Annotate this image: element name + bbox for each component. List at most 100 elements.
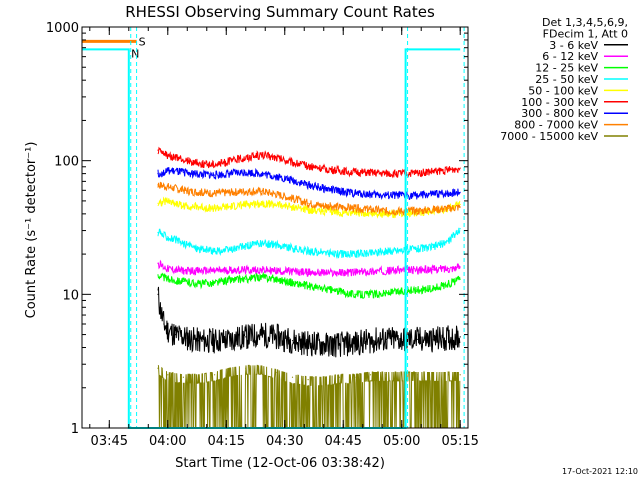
series-8-point-18	[416, 210, 418, 212]
legend-label-9: 7000 - 15000 keV	[500, 130, 598, 143]
series-3-point-14	[354, 293, 356, 295]
series-2-point-14	[354, 271, 356, 273]
series-9-point-15	[369, 374, 372, 376]
night-flag-label: N	[131, 47, 139, 60]
series-1-point-6	[186, 337, 188, 339]
series-4-point-15	[369, 252, 372, 254]
series-9-point-17	[401, 374, 403, 376]
series-9-point-19	[432, 374, 434, 376]
series-9-point-6	[229, 369, 231, 371]
series-3-point-18	[416, 289, 418, 291]
series-3-point-6	[229, 279, 231, 281]
series-1-point-16	[338, 344, 340, 346]
series-8-point-13	[338, 206, 340, 208]
series-1-point-10	[245, 336, 247, 338]
series-6-point-7	[237, 158, 239, 160]
series-7-point-11	[307, 184, 309, 186]
series-4-point-11	[307, 250, 309, 252]
legend-label-8: 800 - 7000 keV	[514, 119, 598, 132]
series-9-point-21	[459, 374, 461, 376]
series-1-point-1	[157, 293, 159, 295]
series-6-point-14	[338, 170, 340, 172]
series-4-point-17	[401, 249, 403, 251]
series-5-point-13	[338, 211, 340, 213]
series-8-point-2	[167, 186, 169, 188]
series-8-point-7	[245, 190, 247, 192]
series-5-point-2	[167, 200, 169, 202]
series-2-point-20	[447, 267, 450, 270]
x-tick-label-1: 03:45	[91, 434, 128, 449]
y-axis-label: Count Rate (s⁻¹ detector⁻¹)	[24, 142, 39, 319]
series-4-point-16	[385, 250, 387, 252]
legend-label-5: 50 - 100 keV	[528, 84, 598, 97]
series-9-point-10	[291, 376, 294, 378]
series-8-point-1	[157, 184, 159, 186]
series-2-point-19	[432, 268, 434, 270]
y-tick-label-3: 100	[54, 155, 79, 170]
series-1-point-9	[229, 338, 231, 340]
data-layer: SN	[82, 27, 465, 429]
series-3-point-5	[214, 282, 216, 284]
series-2-point-11	[307, 271, 309, 273]
series-1-point-11	[260, 334, 262, 336]
series-line-2	[157, 259, 461, 278]
series-4-point-9	[276, 244, 278, 246]
series-9-point-2	[167, 374, 169, 376]
series-6-point-12	[307, 165, 309, 167]
series-9-point-14	[354, 376, 356, 378]
series-1-point-4	[167, 329, 169, 331]
series-3-point-19	[432, 288, 434, 290]
x-tick-label-2: 04:00	[149, 434, 186, 449]
series-9-point-20	[447, 374, 450, 376]
series-5-point-19	[432, 210, 434, 212]
legend-header-2: FDecim 1, Att 0	[543, 27, 628, 40]
series-6-point-16	[369, 172, 372, 174]
series-6-point-20	[432, 170, 434, 173]
series-1-point-3	[163, 323, 165, 325]
series-3-point-16	[385, 292, 387, 294]
series-6-point-21	[447, 169, 450, 171]
series-9-point-4	[198, 376, 200, 378]
series-8-point-4	[198, 191, 200, 193]
series-7-point-2	[167, 170, 169, 172]
series-6-point-8	[253, 155, 255, 157]
series-7-point-15	[369, 193, 372, 195]
series-7-point-9	[276, 176, 278, 178]
series-4-point-4	[198, 248, 200, 250]
series-8-point-14	[354, 207, 356, 209]
series-8-point-5	[214, 192, 216, 194]
series-8-point-19	[432, 209, 434, 211]
series-5-point-7	[245, 203, 247, 206]
y-tick-label-1: 1	[71, 422, 79, 437]
series-2-point-16	[385, 270, 387, 272]
legend-label-1: 3 - 6 keV	[549, 39, 598, 52]
series-6-point-18	[401, 173, 403, 175]
series-8-point-9	[276, 193, 278, 195]
series-7-point-14	[354, 192, 356, 194]
series-7-point-13	[338, 190, 340, 192]
series-2-point-21	[459, 266, 461, 268]
series-4-point-10	[291, 248, 294, 250]
series-8-point-16	[385, 210, 387, 212]
x-axis-label: Start Time (12-Oct-06 03:38:42)	[175, 456, 385, 471]
series-4-point-8	[260, 242, 262, 245]
series-1-point-19	[385, 338, 387, 340]
series-9-point-13	[338, 376, 340, 378]
series-2-point-12	[323, 272, 325, 274]
series-5-point-16	[385, 213, 387, 215]
series-3-point-10	[291, 282, 294, 284]
series-3-point-12	[323, 288, 325, 290]
series-4-point-3	[182, 242, 184, 245]
series-line-8	[157, 181, 461, 217]
series-5-point-18	[416, 211, 418, 213]
series-4-point-13	[338, 253, 340, 255]
series-3-point-13	[338, 290, 340, 293]
series-1-point-24	[459, 336, 461, 338]
legend-label-3: 12 - 25 keV	[535, 62, 598, 75]
series-3-point-17	[401, 290, 403, 293]
series-5-point-3	[182, 205, 184, 207]
series-9-point-11	[307, 379, 309, 381]
y-tick-label-2: 10	[62, 288, 79, 303]
series-2-point-10	[291, 271, 294, 273]
